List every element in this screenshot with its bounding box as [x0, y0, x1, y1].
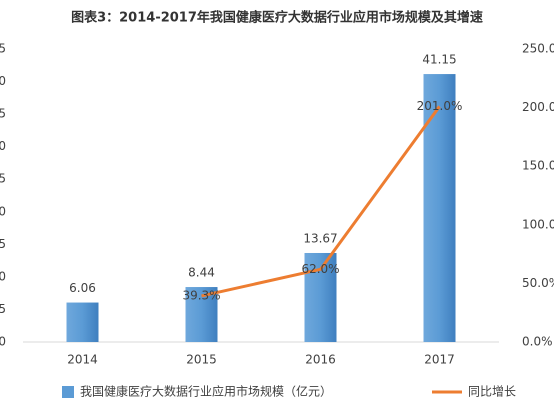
chart-title: 图表3：2014-2017年我国健康医疗大数据行业应用市场规模及其增速 [71, 10, 483, 26]
y-tick-label: 5 [0, 302, 6, 316]
y-tick-label: 45 [0, 42, 6, 56]
data-label: 13.67 [303, 231, 337, 245]
y2-tick-label: 50.0% [522, 276, 554, 290]
y-tick-label: 40 [0, 74, 6, 88]
y2-tick-label: 200.0% [522, 100, 554, 114]
y-tick-label: 35 [0, 107, 6, 121]
y2-tick-label: 100.0% [522, 217, 554, 231]
x-tick-label: 2016 [305, 353, 336, 367]
y2-tick-label: 0.0% [522, 335, 553, 349]
y-tick-label: 10 [0, 269, 6, 283]
bar [66, 302, 99, 342]
data-label: 41.15 [422, 53, 456, 67]
y-tick-label: 15 [0, 237, 6, 251]
y-tick-label: 25 [0, 172, 6, 186]
data-label: 39.3% [182, 288, 220, 302]
y-tick-label: 30 [0, 139, 6, 153]
y-tick-label: 0 [0, 335, 6, 349]
bar [185, 287, 218, 342]
x-tick-label: 2014 [67, 353, 98, 367]
legend-label: 我国健康医疗大数据行业应用市场规模（亿元） [80, 384, 332, 399]
x-tick-label: 2015 [186, 353, 217, 367]
x-tick-label: 2017 [424, 353, 455, 367]
y2-tick-label: 250.0% [522, 42, 554, 56]
y2-tick-label: 150.0% [522, 159, 554, 173]
line [201, 105, 441, 298]
bar [423, 74, 456, 342]
data-label: 6.06 [69, 281, 96, 295]
data-label: 62.0% [301, 262, 339, 276]
data-label: 8.44 [188, 266, 215, 280]
legend-swatch [62, 386, 74, 398]
y-tick-label: 20 [0, 204, 6, 218]
data-label: 201.0% [417, 99, 463, 113]
legend-label: 同比增长 [468, 385, 516, 399]
